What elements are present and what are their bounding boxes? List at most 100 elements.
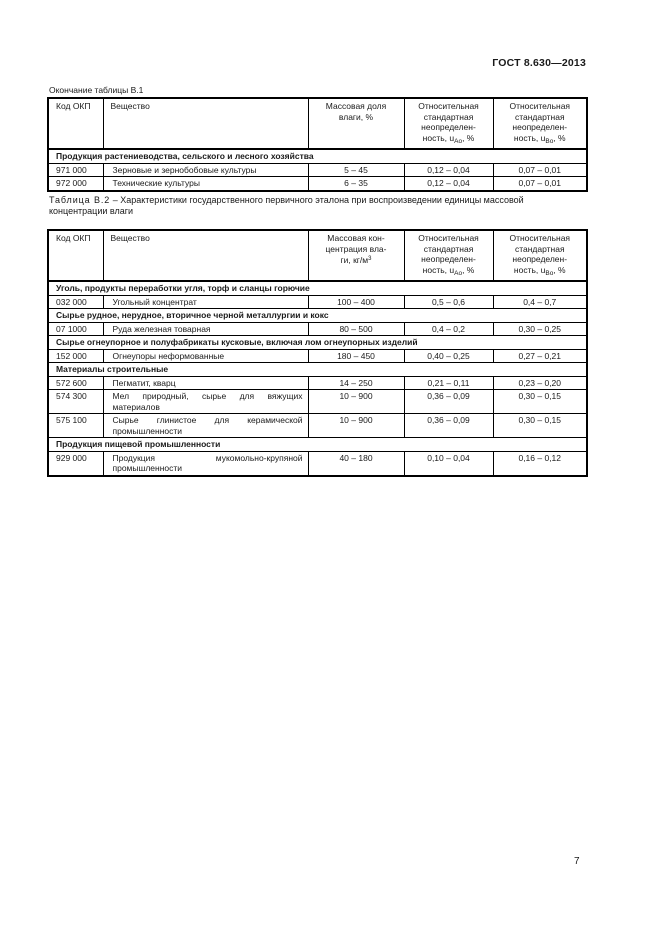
cell-code: 032 000	[47, 294, 104, 309]
section-row: Сырье огнеупорное и полуфабрикаты кусков…	[47, 335, 588, 350]
section-row: Продукция растениеводства, сельского и л…	[47, 148, 588, 164]
cell-code: 07 1000	[47, 321, 104, 336]
table-row: 572 600 Пегматит, кварц 14 – 250 0,21 – …	[47, 375, 588, 390]
uncertainty-a-text: Относительная стандартная неопределен-	[418, 101, 479, 132]
mass-concentration-sup: 3	[368, 256, 372, 262]
cell-code: 152 000	[47, 348, 104, 363]
table-b1: Код ОКП Вещество Массовая доля влаги, % …	[47, 97, 588, 192]
cell-code: 572 600	[47, 375, 104, 390]
table-b2-caption-text: – Характеристики государственного первич…	[49, 195, 524, 216]
cell-code: 575 100	[47, 413, 104, 438]
col-header-moisture-fraction: Массовая доля влаги, %	[307, 97, 405, 150]
cell-uncertainty-a: 0,5 – 0,6	[403, 294, 494, 309]
table-row: 972 000 Технические культуры 6 – 35 0,12…	[47, 176, 588, 191]
table-b2-caption: Таблица В.2 – Характеристики государстве…	[49, 195, 577, 217]
cell-uncertainty-b: 0,30 – 0,15	[492, 389, 588, 414]
cell-substance: Пегматит, кварц	[102, 375, 309, 390]
cell-uncertainty-b: 0,16 – 0,12	[492, 450, 588, 476]
cell-uncertainty-b: 0,27 – 0,21	[492, 348, 588, 363]
cell-uncertainty-a: 0,12 – 0,04	[403, 176, 494, 191]
cell-concentration: 14 – 250	[307, 375, 405, 390]
col-header-mass-concentration: Массовая кон- центрация вла- ги, кг/м3	[307, 229, 405, 282]
table-row: 575 100 Сырье глинистое для керамической…	[47, 413, 588, 438]
col-header-uncertainty-b: Относительная стандартная неопределен-но…	[492, 97, 588, 150]
col-header-uncertainty-a: Относительная стандартная неопределен-но…	[403, 97, 494, 150]
col-header-substance: Вещество	[102, 97, 309, 150]
section-label: Сырье огнеупорное и полуфабрикаты кусков…	[47, 335, 588, 350]
col-header-code: Код ОКП	[47, 229, 104, 282]
section-row: Сырье рудное, нерудное, вторичное черной…	[47, 308, 588, 323]
uncertainty-b-post: , %	[553, 132, 566, 143]
col-header-code: Код ОКП	[47, 97, 104, 150]
col-header-uncertainty-b: Относительная стандартная неопределен-но…	[492, 229, 588, 282]
cell-uncertainty-a: 0,10 – 0,04	[403, 450, 494, 476]
table-b2: Код ОКП Вещество Массовая кон- центрация…	[47, 229, 588, 477]
table-b1-header-row: Код ОКП Вещество Массовая доля влаги, % …	[47, 97, 588, 150]
uncertainty-b-pre: ность, u	[513, 264, 546, 275]
uncertainty-a-pre: ность, u	[422, 264, 455, 275]
uncertainty-a-sub: Ао	[454, 137, 463, 145]
cell-code: 574 300	[47, 389, 104, 414]
col-header-uncertainty-a: Относительная стандартная неопределен-но…	[403, 229, 494, 282]
cell-concentration: 10 – 900	[307, 389, 405, 414]
cell-code: 929 000	[47, 450, 104, 476]
cell-code: 971 000	[47, 162, 104, 177]
cell-uncertainty-a: 0,12 – 0,04	[403, 162, 494, 177]
cell-substance: Руда железная товарная	[102, 321, 309, 336]
section-label: Продукция пищевой промышленности	[47, 437, 588, 452]
cell-concentration: 100 – 400	[307, 294, 405, 309]
uncertainty-b-sub: Во	[545, 269, 554, 277]
uncertainty-a-post: , %	[462, 264, 475, 275]
uncertainty-b-post: , %	[553, 264, 566, 275]
cell-substance: Угольный концентрат	[102, 294, 309, 309]
table-row: 971 000 Зерновые и зернобобовые культуры…	[47, 162, 588, 177]
uncertainty-a-text: Относительная стандартная неопределен-	[418, 233, 479, 264]
cell-substance: Огнеупоры неформованные	[102, 348, 309, 363]
col-header-substance: Вещество	[102, 229, 309, 282]
cell-uncertainty-a: 0,36 – 0,09	[403, 413, 494, 438]
uncertainty-a-sub: Ао	[454, 269, 463, 277]
cell-substance: Зерновые и зернобобовые культуры	[102, 162, 309, 177]
uncertainty-b-sub: Во	[545, 137, 554, 145]
cell-uncertainty-a: 0,36 – 0,09	[403, 389, 494, 414]
cell-substance: Мел природный, сырье для вяжущих материа…	[102, 389, 309, 414]
mass-concentration-text: Массовая кон- центрация вла- ги, кг/м	[325, 233, 387, 265]
cell-concentration: 180 – 450	[307, 348, 405, 363]
standard-reference: ГОСТ 8.630—2013	[492, 57, 586, 69]
uncertainty-a-pre: ность, u	[422, 132, 455, 143]
table-row: 929 000 Продукция мукомольно-крупяной пр…	[47, 450, 588, 476]
cell-concentration: 40 – 180	[307, 450, 405, 476]
uncertainty-a-post: , %	[462, 132, 475, 143]
table-row: 07 1000 Руда железная товарная 80 – 500 …	[47, 321, 588, 336]
cell-uncertainty-b: 0,30 – 0,25	[492, 321, 588, 336]
cell-moisture: 5 – 45	[307, 162, 405, 177]
cell-concentration: 10 – 900	[307, 413, 405, 438]
table-b2-caption-label: Таблица В.2	[49, 195, 111, 205]
section-label: Уголь, продукты переработки угля, торф и…	[47, 280, 588, 296]
uncertainty-b-pre: ность, u	[513, 132, 546, 143]
page-number: 7	[574, 856, 580, 867]
cell-concentration: 80 – 500	[307, 321, 405, 336]
table-b2-header-row: Код ОКП Вещество Массовая кон- центрация…	[47, 229, 588, 282]
cell-uncertainty-b: 0,30 – 0,15	[492, 413, 588, 438]
section-label: Материалы строительные	[47, 362, 588, 377]
uncertainty-b-text: Относительная стандартная неопределен-	[509, 233, 571, 264]
cell-uncertainty-b: 0,07 – 0,01	[492, 162, 588, 177]
cell-uncertainty-b: 0,23 – 0,20	[492, 375, 588, 390]
section-row: Уголь, продукты переработки угля, торф и…	[47, 280, 588, 296]
table-b1-continuation-label: Окончание таблицы В.1	[49, 85, 144, 95]
cell-code: 972 000	[47, 176, 104, 191]
cell-uncertainty-b: 0,07 – 0,01	[492, 176, 588, 191]
cell-moisture: 6 – 35	[307, 176, 405, 191]
cell-uncertainty-a: 0,21 – 0,11	[403, 375, 494, 390]
cell-substance: Сырье глинистое для керамической промышл…	[102, 413, 309, 438]
cell-substance: Продукция мукомольно-крупяной промышленн…	[102, 450, 309, 476]
cell-substance: Технические культуры	[102, 176, 309, 191]
section-label: Сырье рудное, нерудное, вторичное черной…	[47, 308, 588, 323]
section-row: Материалы строительные	[47, 362, 588, 377]
table-row: 032 000 Угольный концентрат 100 – 400 0,…	[47, 294, 588, 309]
cell-uncertainty-a: 0,40 – 0,25	[403, 348, 494, 363]
cell-uncertainty-a: 0,4 – 0,2	[403, 321, 494, 336]
table-row: 152 000 Огнеупоры неформованные 180 – 45…	[47, 348, 588, 363]
